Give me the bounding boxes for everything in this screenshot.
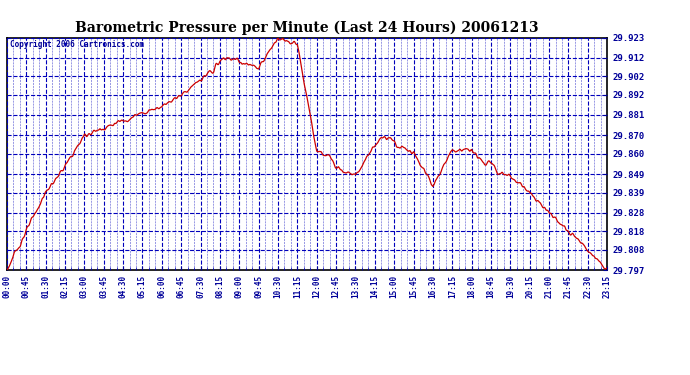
Title: Barometric Pressure per Minute (Last 24 Hours) 20061213: Barometric Pressure per Minute (Last 24 … <box>75 21 539 35</box>
Text: Copyright 2006 Cartronics.com: Copyright 2006 Cartronics.com <box>10 40 144 49</box>
